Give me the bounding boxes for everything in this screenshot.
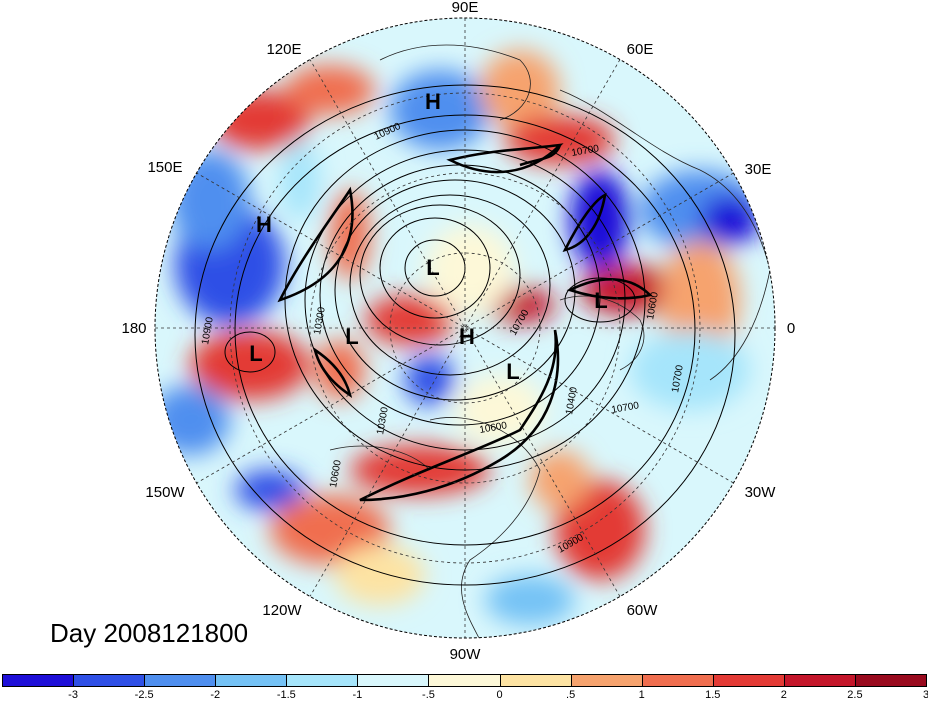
lon-label-180: 180 [121,320,146,337]
colorbar-label: 3 [922,689,928,701]
colorbar-swatch [286,674,359,687]
graticule [155,18,775,638]
colorbar-label: -2 [210,689,221,701]
contour-label: 10400 [564,386,580,416]
colorbar-label: 1.5 [705,689,721,701]
colorbar-swatch [428,674,501,687]
contour-label: 10700 [670,364,686,394]
high-center: H [459,324,475,349]
colorbar-swatch [641,674,714,687]
colorbar-swatch [357,674,430,687]
lon-label-150w: 150W [145,484,185,501]
lon-label-90w: 90W [450,646,482,663]
lon-label-120e: 120E [266,41,301,58]
colorbar: -3 -2.5 -2 -1.5 -1 -.5 0 .5 1 1.5 2 2.5 3 [0,674,928,702]
contour-label: 10900 [200,316,216,346]
colorbar-swatch [215,674,288,687]
wind-speed-contours [277,143,653,502]
colorbar-swatch [144,674,217,687]
colorbar-label: -2.5 [134,689,154,701]
high-center: H [425,89,441,114]
lon-label-90e: 90E [452,0,479,16]
lon-label-30e: 30E [745,161,772,178]
colorbar-label: -1 [352,689,363,701]
colorbar-swatch [783,674,856,687]
coastlines [329,44,771,638]
longitude-labels: 90E 60E 30E 0 30W 60W 90W 120W 150W 180 … [121,0,795,663]
contour-label: 10600 [645,291,661,321]
low-center: L [249,341,262,366]
colorbar-swatch [2,674,75,687]
colorbar-swatch [854,674,927,687]
lon-label-150e: 150E [147,159,182,176]
low-center: L [426,255,439,280]
colorbar-label: -1.5 [276,689,296,701]
colorbar-swatch [499,674,572,687]
colorbar-label: 0 [496,689,503,701]
contour-label: 10700 [611,400,641,416]
lon-label-120w: 120W [262,602,302,619]
colorbar-label: 1 [638,689,645,701]
contour-label: 10300 [375,406,391,436]
colorbar-swatch [570,674,643,687]
contour-label: 10300 [312,306,328,336]
map-boundary [154,17,776,639]
contour-label: 10600 [479,420,509,436]
low-center: L [594,288,607,313]
plot-title: Day 2008121800 [50,618,249,648]
lon-label-30w: 30W [745,484,777,501]
colorbar-label: 2.5 [847,689,863,701]
contour-label: 10700 [571,143,601,159]
colorbar-label: .5 [566,689,576,701]
colorbar-label: 2 [780,689,787,701]
lon-label-60e: 60E [627,41,654,58]
lon-label-0: 0 [787,320,795,337]
low-center: L [506,359,519,384]
pressure-centers: H H H L L L L L [249,89,607,384]
lon-label-60w: 60W [627,602,659,619]
colorbar-label: -3 [68,689,78,701]
contour-label: 10600 [328,459,344,489]
colorbar-swatch [712,674,785,687]
high-center: H [256,212,272,237]
colorbar-swatch [73,674,146,687]
colorbar-label: -.5 [422,689,435,701]
low-center: L [345,324,358,349]
polar-map: 90E 60E 30E 0 30W 60W 90W 120W 150W 180 … [121,0,795,663]
